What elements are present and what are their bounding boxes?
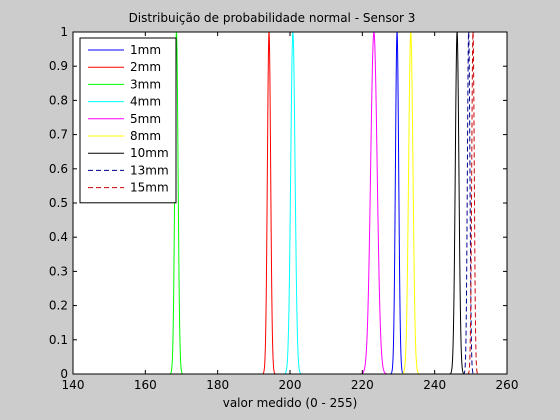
legend-label: 5mm xyxy=(130,112,161,126)
legend: 1mm 2mm 3mm 4mm 5mm 8mm 10mm 13mm 15mm xyxy=(79,37,177,204)
y-tick-label: 0.3 xyxy=(49,264,68,278)
y-tick-label: 0.2 xyxy=(49,299,68,313)
series-line-15mm xyxy=(466,31,480,375)
y-tick-label: 0.4 xyxy=(49,230,68,244)
y-tick-label: 0.1 xyxy=(49,333,68,347)
x-ticks: 140 160 180 200 220 240 260 xyxy=(62,32,519,392)
y-tick-label: 0.6 xyxy=(49,162,68,176)
legend-label: 15mm xyxy=(130,181,169,195)
x-tick-label: 200 xyxy=(279,378,302,392)
series-line-13mm xyxy=(462,31,475,375)
x-tick-label: 140 xyxy=(62,378,85,392)
y-tick-label: 0.9 xyxy=(49,59,68,73)
legend-label: 13mm xyxy=(130,163,169,177)
y-tick-label: 0.5 xyxy=(49,196,68,210)
y-ticks: 0 0.1 0.2 0.3 0.4 0.5 0.6 0.7 0.8 0.9 1 xyxy=(49,25,507,381)
legend-label: 2mm xyxy=(130,60,161,74)
x-tick-label: 180 xyxy=(206,378,229,392)
legend-label: 1mm xyxy=(130,43,161,57)
y-tick-label: 0.8 xyxy=(49,93,68,107)
legend-label: 10mm xyxy=(130,146,169,160)
legend-box xyxy=(79,37,177,204)
y-tick-label: 1 xyxy=(60,25,68,39)
x-tick-label: 160 xyxy=(134,378,157,392)
y-tick-label: 0 xyxy=(60,367,68,381)
x-axis-label: valor medido (0 - 255) xyxy=(223,396,358,410)
y-tick-label: 0.7 xyxy=(49,128,68,142)
x-tick-label: 240 xyxy=(423,378,446,392)
chart-title: Distribuição de probabilidade normal - S… xyxy=(129,11,416,25)
x-tick-label: 220 xyxy=(351,378,374,392)
legend-label: 3mm xyxy=(130,77,161,91)
x-tick-label: 260 xyxy=(496,378,519,392)
legend-label: 8mm xyxy=(130,129,161,143)
legend-label: 4mm xyxy=(130,95,161,109)
